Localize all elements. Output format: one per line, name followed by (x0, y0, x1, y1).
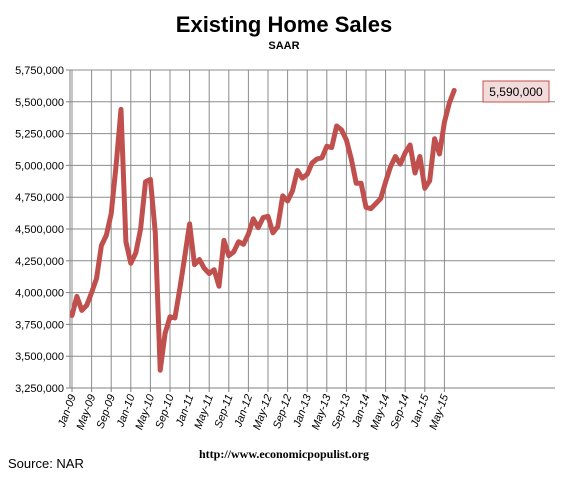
source-note: Source: NAR (8, 456, 84, 471)
y-tick-label: 4,500,000 (15, 224, 64, 236)
x-axis-ticks: Jan-09May-09Sep-09Jan-10May-10Sep-10Jan-… (56, 388, 452, 432)
callout-label: 5,590,000 (489, 85, 543, 99)
y-tick-label: 4,750,000 (15, 192, 64, 204)
y-tick-label: 5,250,000 (15, 129, 64, 141)
callout-box (482, 80, 550, 103)
y-tick-label: 3,750,000 (15, 319, 64, 331)
y-tick-label: 4,000,000 (15, 288, 64, 300)
series-line (69, 87, 457, 373)
y-tick-label: 4,250,000 (15, 256, 64, 268)
chart-subtitle: SAAR (268, 40, 300, 52)
y-tick-label: 3,250,000 (15, 383, 64, 395)
chart-title: Existing Home Sales (175, 12, 393, 37)
value-callout: 5,590,000 (482, 80, 550, 103)
y-tick-label: 5,000,000 (15, 160, 64, 172)
y-tick-label: 5,500,000 (15, 97, 64, 109)
y-tick-label: 3,500,000 (15, 351, 64, 363)
series-layer (69, 87, 457, 373)
y-axis-ticks: 3,250,000 3,500,000 3,750,000 4,000,000 4,25… (15, 65, 70, 395)
website-url: http://www.economicpopulist.org (198, 447, 369, 461)
y-tick-label: 5,750,000 (15, 65, 64, 77)
